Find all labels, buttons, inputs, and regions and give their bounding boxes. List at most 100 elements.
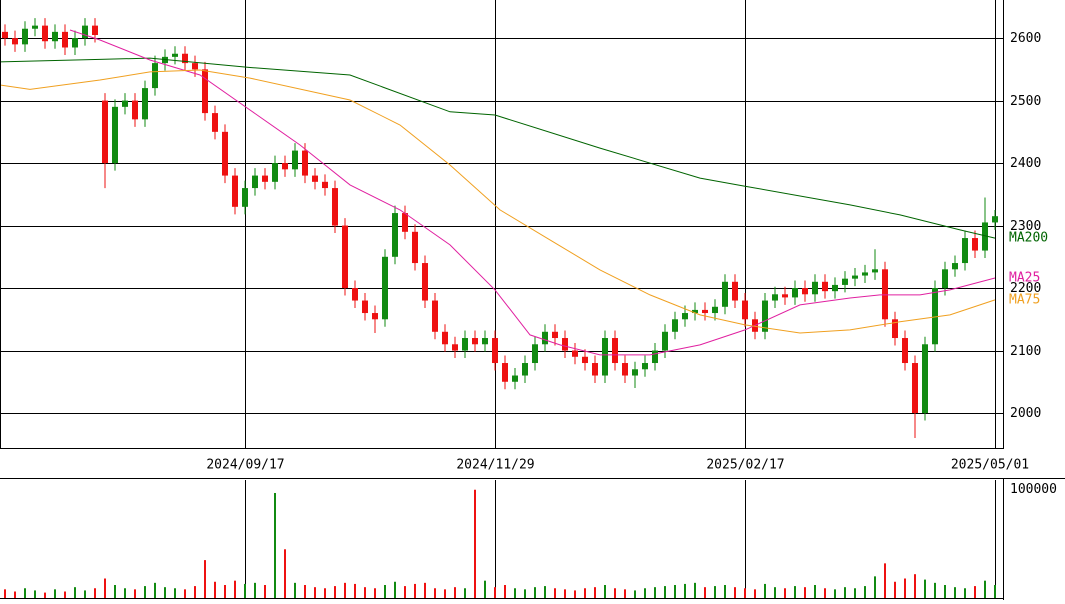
volume-bar bbox=[794, 586, 796, 598]
candle-body bbox=[732, 281, 738, 301]
candle-body bbox=[552, 331, 558, 339]
volume-bar bbox=[284, 549, 286, 598]
candle-body bbox=[652, 350, 658, 364]
candle-body bbox=[522, 363, 528, 376]
candle-body bbox=[22, 28, 28, 45]
volume-bar bbox=[204, 560, 206, 598]
volume-bar bbox=[494, 587, 496, 598]
volume-bar bbox=[834, 589, 836, 598]
volume-bar bbox=[414, 583, 416, 598]
candle-body bbox=[582, 356, 588, 364]
volume-bar bbox=[554, 588, 556, 598]
candle-body bbox=[622, 363, 628, 376]
volume-bar bbox=[584, 588, 586, 598]
candle-body bbox=[32, 25, 38, 29]
volume-bar bbox=[44, 592, 46, 598]
candle-body bbox=[832, 284, 838, 292]
candle-body bbox=[152, 63, 158, 89]
candle-body bbox=[642, 363, 648, 370]
candle-body bbox=[872, 269, 878, 273]
volume-bar bbox=[544, 586, 546, 598]
candle-body bbox=[762, 300, 768, 332]
volume-bar bbox=[34, 590, 36, 598]
volume-bar bbox=[294, 582, 296, 598]
candle-body bbox=[992, 216, 998, 223]
volume-bar bbox=[924, 579, 926, 598]
volume-bar bbox=[384, 585, 386, 598]
volume-bar bbox=[864, 586, 866, 598]
volume-bar bbox=[84, 590, 86, 598]
volume-bar bbox=[534, 587, 536, 598]
volume-bar bbox=[814, 585, 816, 598]
volume-bar bbox=[594, 587, 596, 598]
volume-bar bbox=[4, 589, 6, 598]
volume-bar bbox=[24, 588, 26, 598]
volume-bar bbox=[754, 589, 756, 598]
candle-body bbox=[612, 338, 618, 364]
volume-bar bbox=[624, 589, 626, 598]
candle-body bbox=[192, 63, 198, 70]
candle-body bbox=[462, 338, 468, 351]
volume-bar bbox=[914, 574, 916, 598]
candle-body bbox=[532, 344, 538, 364]
candle-body bbox=[672, 319, 678, 332]
volume-bar bbox=[224, 585, 226, 598]
candle-body bbox=[112, 106, 118, 164]
volume-bar bbox=[634, 590, 636, 598]
labels-layer: 2000 2100 2200 2300 2400 2500 2600 2024/09/17 20… bbox=[206, 31, 1057, 497]
volume-bar bbox=[404, 586, 406, 598]
price-frame bbox=[0, 0, 1004, 449]
volume-bar bbox=[394, 581, 396, 598]
volume-bar bbox=[144, 586, 146, 598]
x-tick-label: 2025/02/17 bbox=[706, 458, 784, 473]
volume-bar bbox=[984, 580, 986, 598]
volume-bar bbox=[994, 585, 996, 598]
candle-body bbox=[842, 278, 848, 285]
candle-body bbox=[262, 175, 268, 182]
volume-bar bbox=[484, 580, 486, 598]
candle-body bbox=[542, 331, 548, 345]
volume-bar bbox=[54, 589, 56, 598]
candle-body bbox=[772, 294, 778, 301]
volume-bar bbox=[964, 588, 966, 598]
volume-bar bbox=[174, 588, 176, 598]
candle-body bbox=[392, 213, 398, 257]
y-tick-label: 100000 bbox=[1010, 482, 1057, 497]
candle-body bbox=[782, 294, 788, 298]
volume-bar bbox=[564, 589, 566, 598]
candle-body bbox=[52, 31, 58, 42]
ma-line bbox=[0, 69, 996, 334]
volume-bar bbox=[424, 582, 426, 598]
candle-body bbox=[182, 53, 188, 64]
candle-body bbox=[82, 25, 88, 39]
candle-body bbox=[222, 131, 228, 176]
candle-body bbox=[632, 369, 638, 376]
volume-bar bbox=[374, 588, 376, 598]
volume-bar bbox=[604, 585, 606, 598]
volume-bar bbox=[904, 578, 906, 598]
candle-body bbox=[592, 363, 598, 376]
candle-body bbox=[502, 363, 508, 382]
volume-bar bbox=[364, 587, 366, 598]
volume-bar bbox=[824, 588, 826, 598]
candle-body bbox=[102, 100, 108, 164]
volume-bar bbox=[344, 582, 346, 598]
candle-body bbox=[562, 338, 568, 351]
candle-body bbox=[812, 281, 818, 295]
grid-layer bbox=[0, 0, 1003, 598]
volume-bar bbox=[474, 489, 476, 598]
candle-body bbox=[902, 338, 908, 364]
volume-bar bbox=[934, 582, 936, 598]
volume-bar bbox=[574, 590, 576, 598]
x-tick-label: 2024/11/29 bbox=[456, 458, 534, 473]
volume-bar bbox=[884, 563, 886, 598]
candle-body bbox=[452, 344, 458, 351]
candle-body bbox=[942, 269, 948, 289]
candle-body bbox=[252, 175, 258, 189]
volume-bar bbox=[274, 492, 276, 598]
candle-body bbox=[232, 175, 238, 207]
volume-bar bbox=[954, 587, 956, 598]
volume-bar bbox=[314, 587, 316, 598]
volume-bar bbox=[844, 587, 846, 598]
